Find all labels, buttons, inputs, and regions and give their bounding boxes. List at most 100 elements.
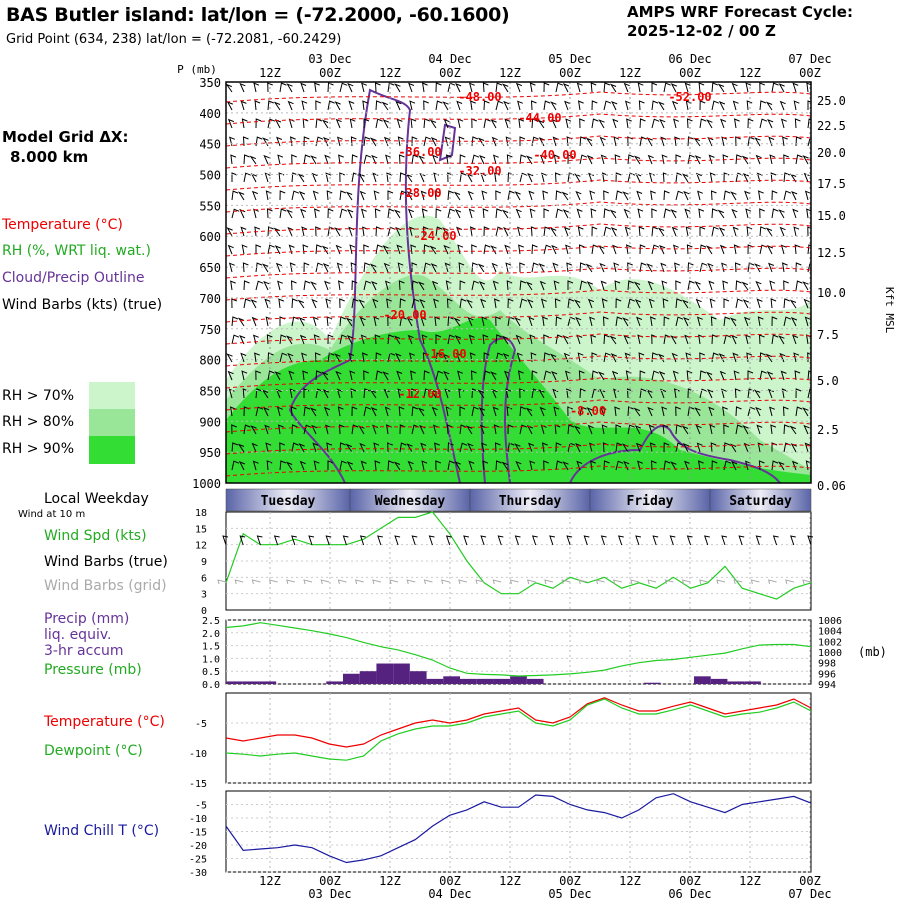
profile-wind-barb [492, 154, 499, 165]
profile-wind-barb [363, 388, 370, 399]
profile-wind-barb [600, 280, 607, 291]
profile-wind-barb [626, 118, 632, 129]
profile-wind-barb [495, 190, 501, 201]
profile-wind-barb [562, 335, 569, 345]
profile-wind-barb [717, 209, 725, 219]
profile-wind-barb [735, 406, 742, 417]
profile-wind-barb [231, 190, 239, 201]
profile-wind-barb [501, 335, 509, 345]
profile-wind-barb [351, 154, 358, 165]
wind-tick: 6 [201, 573, 207, 584]
profile-wind-barb [734, 262, 741, 273]
profile-wind-barb [658, 371, 666, 381]
profile-wind-barb [768, 262, 775, 273]
height-tick: 10.0 [817, 286, 846, 300]
wind-barb-grid [613, 579, 622, 585]
precip-bar [493, 678, 511, 684]
profile-wind-barb [675, 190, 684, 201]
profile-wind-barb [575, 190, 582, 201]
precip-bar [460, 678, 477, 684]
wind-barb-true [411, 535, 418, 546]
wind-barb-true [514, 535, 521, 546]
profile-wind-barb [759, 118, 768, 129]
profile-wind-barb [350, 262, 357, 273]
profile-wind-barb [684, 460, 691, 471]
profile-wind-barb [279, 352, 288, 363]
profile-wind-barb [783, 190, 792, 201]
profile-wind-barb [603, 460, 610, 471]
profile-wind-barb [555, 442, 562, 453]
profile-wind-barb [778, 209, 785, 219]
profile-wind-barb [579, 154, 588, 165]
profile-wind-barb [733, 370, 740, 381]
weekday-label: Friday [627, 494, 674, 509]
profile-wind-barb [447, 442, 454, 453]
wind-barb-true [325, 535, 332, 546]
profile-wind-barb [278, 298, 285, 309]
profile-wind-barb [554, 298, 561, 309]
profile-wind-barb [639, 136, 647, 147]
profile-wind-barb [394, 83, 401, 93]
profile-wind-barb [563, 226, 570, 237]
profile-wind-barb [372, 298, 379, 309]
profile-wind-barb [587, 298, 594, 309]
profile-wind-barb [770, 424, 777, 435]
profile-wind-barb [650, 190, 656, 201]
profile-wind-barb [767, 118, 774, 129]
profile-wind-barb [538, 263, 545, 273]
profile-wind-barb [298, 191, 306, 201]
wind-barb-grid [303, 579, 313, 585]
profile-wind-barb [682, 443, 690, 453]
profile-wind-barb [577, 352, 584, 363]
profile-wind-barb [719, 244, 726, 255]
wind-barb-grid [561, 579, 571, 585]
profile-wind-barb [514, 191, 521, 201]
profile-wind-barb [766, 371, 773, 381]
profile-wind-barb [639, 388, 647, 399]
profile-wind-barb [408, 82, 415, 93]
profile-wind-barb [418, 155, 425, 165]
profile-wind-barb [371, 154, 378, 165]
profile-wind-barb [459, 280, 466, 291]
profile-wind-barb [290, 406, 297, 417]
profile-wind-barb [239, 334, 246, 345]
profile-wind-barb [804, 442, 811, 453]
profile-wind-barb [769, 280, 776, 291]
profile-wind-barb [779, 100, 786, 111]
profile-wind-barb [650, 460, 657, 471]
windchill-line [225, 793, 812, 864]
profile-wind-barb [540, 298, 547, 309]
profile-wind-barb [326, 190, 333, 201]
profile-wind-barb [573, 299, 581, 309]
profile-wind-barb [591, 244, 599, 255]
profile-wind-barb [255, 244, 262, 254]
bottom-time-tick: 00Z [679, 874, 701, 888]
profile-wind-barb [313, 460, 320, 471]
wind-barb-grid [440, 579, 450, 585]
height-tick: 2.5 [817, 423, 839, 437]
profile-wind-barb [675, 406, 681, 417]
profile-wind-barb [459, 172, 467, 183]
profile-wind-barb [781, 388, 788, 399]
profile-wind-barb [543, 460, 549, 471]
profile-wind-barb [709, 424, 716, 435]
profile-wind-barb [482, 460, 489, 471]
profile-wind-barb [468, 82, 475, 93]
profile-wind-barb [681, 425, 689, 435]
profile-wind-barb [543, 100, 551, 111]
profile-wind-barb [327, 100, 335, 111]
profile-wind-barb [249, 155, 257, 165]
profile-wind-barb [698, 208, 705, 219]
profile-wind-barb [491, 136, 498, 147]
profile-wind-barb [459, 298, 467, 309]
profile-wind-barb [490, 119, 497, 129]
profile-wind-barb [791, 190, 798, 201]
profile-wind-barb [609, 83, 617, 93]
profile-wind-barb [699, 118, 707, 129]
windchill-tick: -5 [195, 801, 207, 812]
profile-wind-barb [651, 82, 658, 92]
profile-wind-barb [578, 244, 585, 255]
profile-wind-barb [492, 280, 499, 291]
profile-wind-barb [723, 190, 731, 201]
profile-wind-barb [299, 460, 306, 471]
